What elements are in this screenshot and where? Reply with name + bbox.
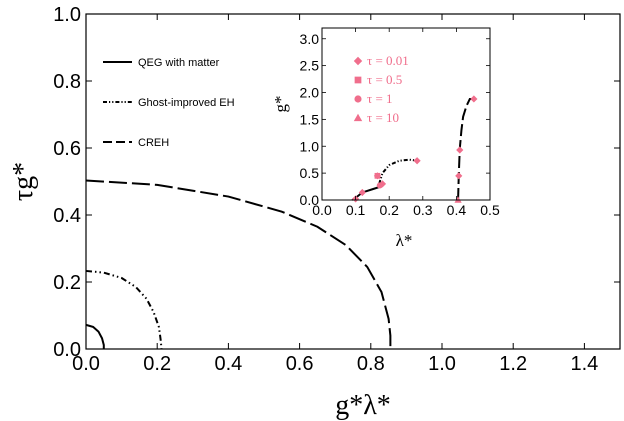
main-y-tick-label: 0.0 — [53, 339, 81, 361]
inset-point-diamond — [456, 146, 464, 154]
inset-curve-creh — [457, 97, 474, 201]
main-x-tick-label: 0.6 — [286, 353, 314, 375]
legend-label-creh: CREH — [138, 137, 169, 149]
inset-y-tick-label: 2.0 — [300, 85, 320, 101]
inset-y-tick-label: 2.5 — [300, 58, 320, 74]
inset-x-tick-label: 0.5 — [480, 202, 500, 218]
inset-legend-marker-triangle — [353, 113, 363, 122]
legend-label-qeg-with-matter: QEG with matter — [138, 57, 220, 69]
inset-point-diamond — [358, 188, 366, 197]
main-x-tick-label: 0.4 — [214, 353, 242, 375]
main-y-tick-label: 0.8 — [53, 71, 81, 93]
main-y-tick-label: 0.4 — [53, 205, 81, 227]
inset-marker-legend: τ = 0.01 τ = 0.5 τ = 1 τ = 10 — [353, 53, 409, 125]
main-legend: QEG with matter Ghost-improved EH CREH — [103, 57, 235, 149]
inset-legend-label: τ = 0.01 — [367, 53, 409, 68]
inset-x-axis-label: λ* — [396, 231, 413, 250]
inset-x-tick-label: 0.0 — [312, 202, 332, 218]
main-series-line-qeg-with-matter — [85, 323, 105, 349]
inset-point-circle — [376, 182, 383, 189]
main-y-tick-label: 1.0 — [53, 4, 81, 26]
inset-plot-frame — [321, 27, 491, 201]
inset-legend-label: τ = 0.5 — [367, 72, 402, 87]
main-x-tick-label: 1.4 — [570, 353, 598, 375]
inset-chart: 0.0 0.1 0.2 0.3 0.4 0.50.00.51.01.52.02.53.0 … — [271, 27, 500, 250]
inset-background — [322, 28, 490, 200]
inset-y-tick-label: 0.0 — [300, 192, 320, 208]
main-series-group — [85, 179, 392, 350]
main-x-tick-label: 0.2 — [143, 353, 171, 375]
inset-legend-label: τ = 10 — [367, 110, 399, 125]
main-y-axis-label: τg* — [8, 162, 39, 201]
inset-ticks-group: 0.0 0.1 0.2 0.3 0.4 0.5 0.0 0.5 1.0 1.5 2.0 2.5 3.0 — [300, 28, 500, 218]
main-x-tick-label: 0.8 — [357, 353, 385, 375]
inset-y-tick-label: 1.5 — [300, 111, 320, 127]
main-series-line-creh — [85, 179, 392, 349]
inset-point-square — [374, 172, 381, 179]
main-chart: 0.0 0.2 0.4 0.6 0.8 1.0 1.2 1.4 0.0 0.2 0.4 0.6 0.8 1… — [8, 4, 621, 421]
main-x-axis-label: g*λ* — [335, 390, 391, 421]
inset-x-tick-label: 0.4 — [447, 202, 467, 218]
inset-point-diamond — [378, 180, 387, 188]
inset-y-tick-label: 3.0 — [300, 31, 320, 47]
inset-y-tick-label: 1.0 — [300, 138, 320, 154]
inset-x-tick-label: 0.2 — [379, 202, 399, 218]
inset-y-tick-label: 0.5 — [300, 165, 320, 181]
inset-point-diamond — [455, 172, 463, 180]
main-ticks-group: 0.0 0.2 0.4 0.6 0.8 1.0 1.2 1.4 0.0 0.2 0.4 0.6 0.8 1… — [53, 4, 620, 375]
inset-x-tick-label: 0.3 — [413, 202, 433, 218]
main-series-line-ghost-improved-eh — [85, 269, 163, 350]
main-x-tick-label: 0.0 — [72, 353, 100, 375]
inset-point-diamond — [470, 95, 478, 103]
inset-point-diamond — [413, 157, 421, 165]
inset-legend-marker-square — [354, 76, 362, 84]
main-x-tick-label: 1.2 — [499, 353, 527, 375]
main-y-tick-label: 0.6 — [53, 138, 81, 160]
inset-legend-marker-circle — [354, 95, 362, 103]
inset-legend-label: τ = 1 — [367, 91, 393, 106]
inset-y-axis-label: g* — [271, 96, 290, 113]
main-x-tick-label: 1.0 — [428, 353, 456, 375]
legend-label-ghost-improved-eh: Ghost-improved EH — [138, 97, 235, 109]
inset-curve-ghost-improved-eh — [378, 158, 418, 185]
inset-x-tick-label: 0.1 — [346, 202, 366, 218]
inset-legend-marker-diamond — [353, 56, 363, 66]
main-y-tick-label: 0.2 — [53, 272, 81, 294]
